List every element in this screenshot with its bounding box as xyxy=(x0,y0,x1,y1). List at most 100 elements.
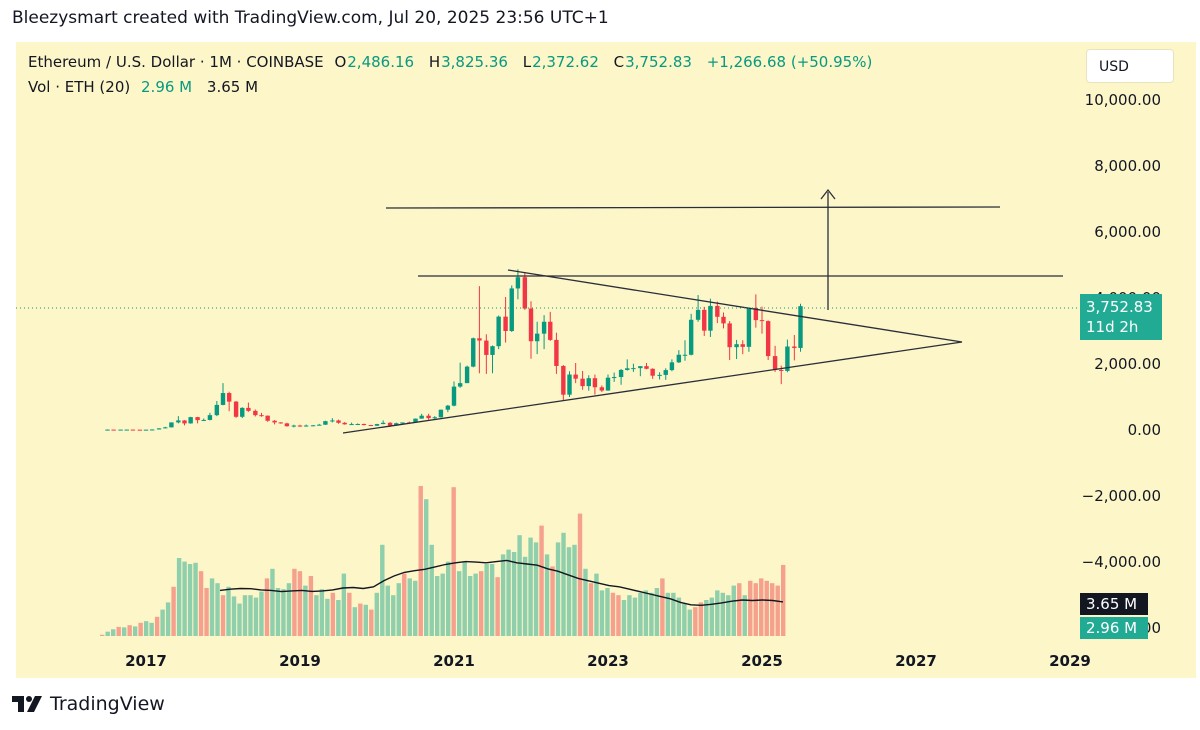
candle-body xyxy=(740,344,745,347)
candle-body xyxy=(220,393,226,405)
candle-body xyxy=(798,306,803,348)
trendline-drawings xyxy=(16,188,1078,434)
candle-body xyxy=(451,386,457,406)
candle-body xyxy=(605,377,611,391)
candle-body xyxy=(534,333,540,342)
x-tick-label: 2021 xyxy=(433,652,475,670)
candle-body xyxy=(201,419,206,421)
volume-bar xyxy=(495,577,500,636)
candle-body xyxy=(522,277,528,309)
chart-panel[interactable]: 10,000.008,000.006,000.004,000.002,000.0… xyxy=(16,42,1196,678)
volume-bar xyxy=(649,592,654,636)
candle-body xyxy=(214,404,220,416)
volume-bar xyxy=(627,595,632,636)
candle-body xyxy=(195,417,200,421)
candle-body xyxy=(105,429,110,431)
candle-body xyxy=(426,415,431,419)
candle-body xyxy=(278,422,283,424)
candle-body xyxy=(746,307,752,347)
candle-body xyxy=(330,420,335,422)
candle-body xyxy=(573,374,578,379)
volume-bar xyxy=(248,595,253,636)
volume-bar xyxy=(676,597,682,636)
last-price-value: 3,752.83 xyxy=(1086,298,1153,316)
volume-bar xyxy=(781,564,786,636)
y-tick-label: 10,000.00 xyxy=(1085,91,1161,109)
triangle-lower-trendline xyxy=(342,341,963,434)
candle-body xyxy=(317,424,322,426)
volume-bar xyxy=(160,609,165,636)
volume-bar xyxy=(643,590,649,636)
volume-bar xyxy=(358,603,363,636)
candle-body xyxy=(734,344,739,348)
legend-open-value: 2,486.16 xyxy=(347,53,415,71)
volume-bar xyxy=(445,561,451,636)
volume-bar xyxy=(292,568,297,636)
candle-body xyxy=(638,366,643,369)
volume-bar xyxy=(330,592,336,636)
volume-bar xyxy=(402,573,407,636)
volume-bar xyxy=(687,609,693,636)
candle-body xyxy=(323,421,328,425)
candle-body xyxy=(715,305,720,317)
volume-bar xyxy=(182,561,187,636)
candle-body xyxy=(387,422,393,426)
price-chart[interactable]: 10,000.008,000.006,000.004,000.002,000.0… xyxy=(16,42,1196,678)
candle-body xyxy=(419,415,424,419)
volume-bar xyxy=(281,589,286,636)
volume-bar xyxy=(456,571,462,636)
volume-bar xyxy=(517,535,522,636)
y-tick-label: −4,000.00 xyxy=(1082,553,1161,571)
candle-body xyxy=(586,378,591,387)
candle-body xyxy=(361,423,367,426)
volume-bar xyxy=(220,595,226,636)
candle-body xyxy=(611,377,617,379)
volume-bar xyxy=(440,573,445,636)
volume-bar xyxy=(165,602,171,636)
triangle-upper-trendline xyxy=(507,269,963,343)
volume-bar xyxy=(391,595,396,636)
candle-body xyxy=(265,415,270,421)
tradingview-logo[interactable]: TradingView xyxy=(12,693,165,715)
y-tick-label: 6,000.00 xyxy=(1094,223,1161,241)
volume-bar xyxy=(709,597,715,636)
volume-bar xyxy=(143,621,149,636)
volume-bar xyxy=(121,627,127,636)
candle-body xyxy=(477,338,482,341)
candle-body xyxy=(765,321,771,357)
volume-bar xyxy=(500,554,506,636)
volume-bar xyxy=(665,592,671,636)
candle-body xyxy=(528,308,534,342)
x-tick-label: 2019 xyxy=(279,652,321,670)
candle-body xyxy=(297,425,303,427)
legend-volume-value: 2.96 M xyxy=(141,78,193,96)
legend-symbol: Ethereum / U.S. Dollar · 1M · COINBASE xyxy=(28,53,324,71)
tradingview-logo-icon xyxy=(12,696,42,712)
volume-bar xyxy=(242,595,248,636)
candle-body xyxy=(336,420,341,423)
y-tick-label: −2,000.00 xyxy=(1082,487,1161,505)
candle-body xyxy=(779,369,784,371)
candle-body xyxy=(503,316,508,331)
volume-bar xyxy=(297,571,303,636)
candle-body xyxy=(625,368,630,370)
volume-bar xyxy=(275,588,281,636)
volume-bar xyxy=(759,578,764,636)
candle-body xyxy=(702,309,707,331)
volume-bar xyxy=(693,607,698,636)
volume-ma-line xyxy=(219,559,784,607)
volume-bar xyxy=(198,571,204,636)
volume-bar xyxy=(583,568,588,636)
candle-body xyxy=(438,409,444,418)
candle-body xyxy=(457,383,463,387)
volume-bar xyxy=(473,573,478,636)
volume-bar xyxy=(424,499,429,636)
x-tick-label: 2025 xyxy=(741,652,783,670)
candle-body xyxy=(188,417,193,424)
candle-body xyxy=(515,277,521,289)
candle-body xyxy=(682,354,688,356)
x-axis-ticks: 2017 2019 2021 2023 2025 2027 2029 xyxy=(125,652,1091,670)
volume-bar xyxy=(748,580,753,636)
currency-button[interactable]: USD xyxy=(1086,49,1174,83)
candle-body xyxy=(785,346,790,371)
